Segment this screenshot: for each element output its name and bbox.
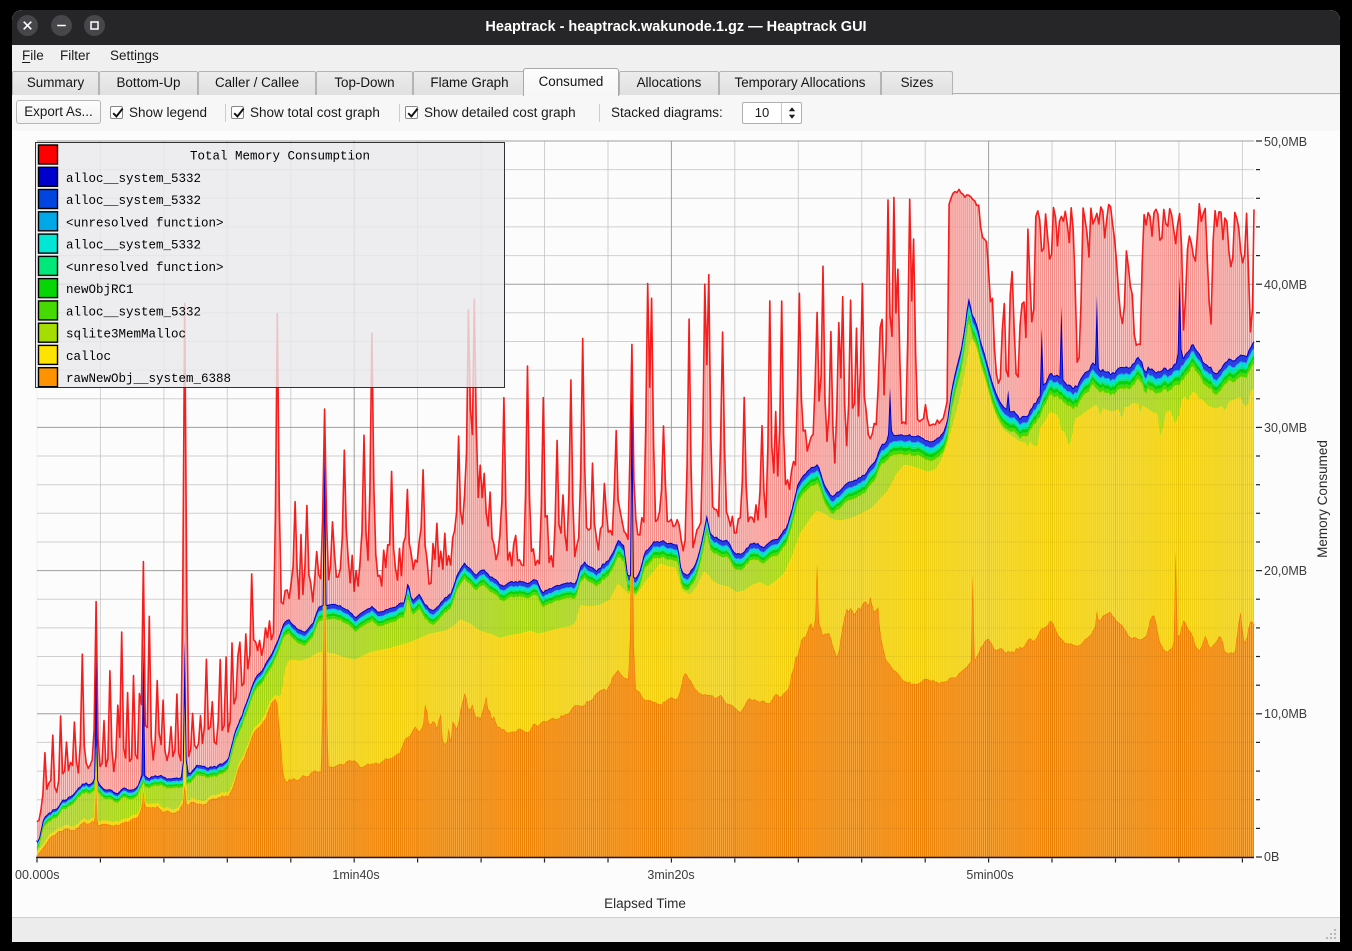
svg-text:40,0MB: 40,0MB bbox=[1264, 278, 1307, 292]
svg-text:50,0MB: 50,0MB bbox=[1264, 135, 1307, 149]
svg-text:5min00s: 5min00s bbox=[966, 868, 1013, 882]
svg-text:alloc__system_5332: alloc__system_5332 bbox=[66, 172, 201, 186]
svg-text:<unresolved function>: <unresolved function> bbox=[66, 261, 224, 275]
svg-text:30,0MB: 30,0MB bbox=[1264, 421, 1307, 435]
svg-text:<unresolved function>: <unresolved function> bbox=[66, 216, 224, 230]
svg-text:alloc__system_5332: alloc__system_5332 bbox=[66, 305, 201, 319]
svg-text:alloc__system_5332: alloc__system_5332 bbox=[66, 239, 201, 253]
svg-text:calloc: calloc bbox=[66, 350, 111, 364]
svg-text:Elapsed Time: Elapsed Time bbox=[604, 896, 686, 911]
svg-text:rawNewObj__system_6388: rawNewObj__system_6388 bbox=[66, 372, 231, 386]
svg-text:3min20s: 3min20s bbox=[647, 868, 694, 882]
svg-text:Memory Consumed: Memory Consumed bbox=[1315, 440, 1330, 558]
svg-text:alloc__system_5332: alloc__system_5332 bbox=[66, 194, 201, 208]
svg-text:00.000s: 00.000s bbox=[15, 868, 59, 882]
svg-text:Total Memory Consumption: Total Memory Consumption bbox=[190, 150, 370, 164]
svg-text:0B: 0B bbox=[1264, 850, 1279, 864]
svg-text:20,0MB: 20,0MB bbox=[1264, 564, 1307, 578]
svg-text:sqlite3MemMalloc: sqlite3MemMalloc bbox=[66, 328, 186, 342]
svg-text:10,0MB: 10,0MB bbox=[1264, 707, 1307, 721]
svg-text:newObjRC1: newObjRC1 bbox=[66, 283, 134, 297]
svg-text:1min40s: 1min40s bbox=[332, 868, 379, 882]
